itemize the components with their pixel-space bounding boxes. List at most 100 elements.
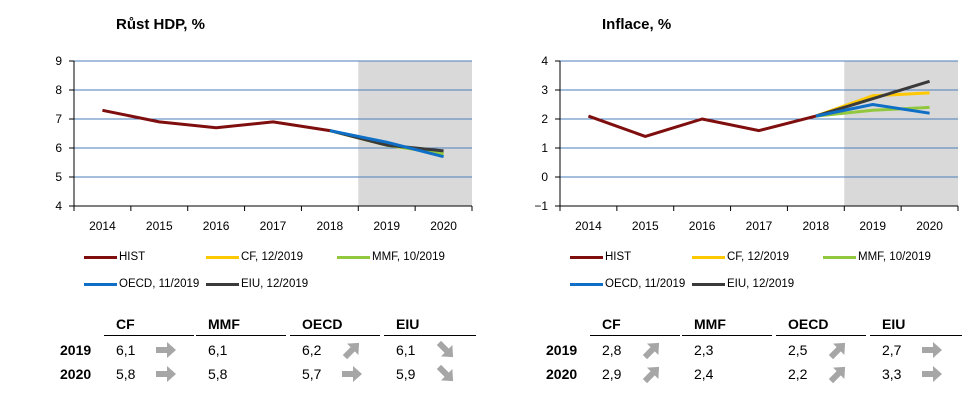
trend-arrow-up-icon bbox=[828, 342, 846, 359]
table-cell: 5,7 bbox=[302, 366, 322, 382]
table-row-label: 2019 bbox=[60, 342, 92, 358]
y-tick-label: 6 bbox=[55, 141, 62, 155]
trend-arrow-right-icon bbox=[922, 342, 942, 358]
legend-swatch bbox=[84, 282, 117, 286]
trend-arrow-up-icon bbox=[642, 366, 660, 383]
legend-swatch bbox=[206, 255, 239, 259]
legend-label: EIU, 12/2019 bbox=[241, 278, 309, 290]
table-cell: 2,3 bbox=[694, 342, 714, 358]
legend-item: CF, 12/2019 bbox=[206, 251, 303, 263]
legend-item: HIST bbox=[84, 251, 145, 263]
table-header-rule bbox=[290, 335, 380, 336]
table-cell: 5,8 bbox=[208, 366, 228, 382]
series-line-oecd bbox=[329, 129, 444, 159]
x-tick-label: 2016 bbox=[203, 219, 230, 233]
legend-item: CF, 12/2019 bbox=[692, 251, 789, 263]
x-tick-label: 2014 bbox=[89, 219, 116, 233]
forecast-table: CF MMF OECD EIU 2019 6,1 6,1 6,2 6,1 2020 5,8 5,8 5,… bbox=[0, 312, 476, 402]
table-header-cf: CF bbox=[602, 316, 621, 332]
y-tick-label: −1 bbox=[534, 199, 548, 213]
x-tick-label: 2015 bbox=[632, 219, 659, 233]
table-header-eiu: EIU bbox=[882, 316, 906, 332]
forecast-shading bbox=[844, 61, 958, 206]
table-cell: 2,9 bbox=[602, 366, 622, 382]
series-line-mmf bbox=[815, 105, 930, 118]
series-line-hist bbox=[587, 114, 817, 138]
gdp-chart: 4 5 6 7 8 9 2014 2015 2016 2017 2018 2019 2020 bbox=[55, 54, 473, 233]
x-tick-label: 2017 bbox=[260, 219, 287, 233]
legend-label: MMF, 10/2019 bbox=[372, 251, 445, 263]
series-line-eiu bbox=[815, 79, 931, 118]
table-header-cf: CF bbox=[116, 316, 135, 332]
legend-label: CF, 12/2019 bbox=[727, 251, 790, 263]
y-tick-label: 5 bbox=[55, 170, 62, 184]
legend-swatch bbox=[823, 255, 856, 259]
forecast-table: CF MMF OECD EIU 2019 2,8 2,3 2,5 2,7 2020 2,9 2,4 2,… bbox=[486, 312, 962, 402]
series-line-hist bbox=[102, 108, 331, 133]
y-tick-label: 7 bbox=[55, 112, 62, 126]
trend-arrow-up-icon bbox=[828, 366, 846, 383]
y-tick-label: 4 bbox=[541, 54, 548, 68]
table-row-label: 2020 bbox=[546, 366, 578, 382]
y-tick-label: 4 bbox=[55, 199, 62, 213]
x-tick-label: 2014 bbox=[575, 219, 602, 233]
legend-label: OECD, 11/2019 bbox=[119, 278, 200, 290]
trend-arrow-down-icon bbox=[436, 341, 454, 358]
table-cell: 6,1 bbox=[396, 342, 416, 358]
trend-arrow-right-icon bbox=[342, 366, 362, 382]
table-header-rule bbox=[104, 335, 194, 336]
legend-item: EIU, 12/2019 bbox=[692, 278, 794, 290]
table-header-rule bbox=[870, 335, 962, 336]
inflation-chart: −1 0 1 2 3 4 2014 2015 2016 2017 2018 2019 2020 bbox=[534, 54, 959, 233]
legend-swatch bbox=[337, 255, 370, 259]
table-header-oecd: OECD bbox=[788, 316, 829, 332]
table-header-rule bbox=[776, 335, 866, 336]
table-header-rule bbox=[384, 335, 476, 336]
y-tick-label: 2 bbox=[541, 112, 548, 126]
table-cell: 2,2 bbox=[788, 366, 808, 382]
gdp-panel: Růst HDP, % 4 5 6 7 8 9 2014 2015 2016 2017 2018 20… bbox=[0, 0, 476, 411]
table-cell: 2,4 bbox=[694, 366, 714, 382]
x-tick-label: 2020 bbox=[916, 219, 943, 233]
x-tick-label: 2019 bbox=[373, 219, 400, 233]
forecast-shading bbox=[358, 61, 472, 206]
table-cell: 2,5 bbox=[788, 342, 808, 358]
legend-label: OECD, 11/2019 bbox=[605, 278, 686, 290]
x-tick-label: 2015 bbox=[146, 219, 173, 233]
y-tick-label: 0 bbox=[541, 170, 548, 184]
legend-item: EIU, 12/2019 bbox=[206, 278, 308, 290]
trend-arrow-up-icon bbox=[642, 342, 660, 359]
table-row-label: 2019 bbox=[546, 342, 578, 358]
x-tick-label: 2016 bbox=[689, 219, 716, 233]
legend-item: OECD, 11/2019 bbox=[570, 278, 685, 290]
y-tick-label: 8 bbox=[55, 83, 62, 97]
trend-arrow-right-icon bbox=[922, 366, 942, 382]
legend-label: HIST bbox=[605, 251, 632, 263]
chart-title: Inflace, % bbox=[602, 16, 672, 33]
table-header-rule bbox=[196, 335, 286, 336]
table-cell: 3,3 bbox=[882, 366, 902, 382]
legend-item: MMF, 10/2019 bbox=[823, 251, 931, 263]
table-cell: 2,8 bbox=[602, 342, 622, 358]
table-header-rule bbox=[682, 335, 772, 336]
table-header-mmf: MMF bbox=[208, 316, 240, 332]
table-cell: 2,7 bbox=[882, 342, 902, 358]
x-tick-label: 2019 bbox=[859, 219, 886, 233]
table-header-oecd: OECD bbox=[302, 316, 343, 332]
trend-arrow-up-icon bbox=[342, 342, 360, 359]
table-header-mmf: MMF bbox=[694, 316, 726, 332]
legend-item: MMF, 10/2019 bbox=[337, 251, 445, 263]
table-cell: 5,9 bbox=[396, 366, 416, 382]
legend-swatch bbox=[206, 282, 239, 286]
table-header-rule bbox=[590, 335, 680, 336]
table-header-eiu: EIU bbox=[396, 316, 420, 332]
legend-swatch bbox=[692, 255, 725, 259]
y-tick-label: 3 bbox=[541, 83, 548, 97]
trend-arrow-down-icon bbox=[436, 365, 454, 382]
table-cell: 6,2 bbox=[302, 342, 322, 358]
legend-label: HIST bbox=[119, 251, 146, 263]
legend-item: HIST bbox=[570, 251, 631, 263]
series-line-oecd bbox=[815, 103, 930, 118]
table-cell: 6,1 bbox=[208, 342, 228, 358]
x-tick-label: 2017 bbox=[746, 219, 773, 233]
